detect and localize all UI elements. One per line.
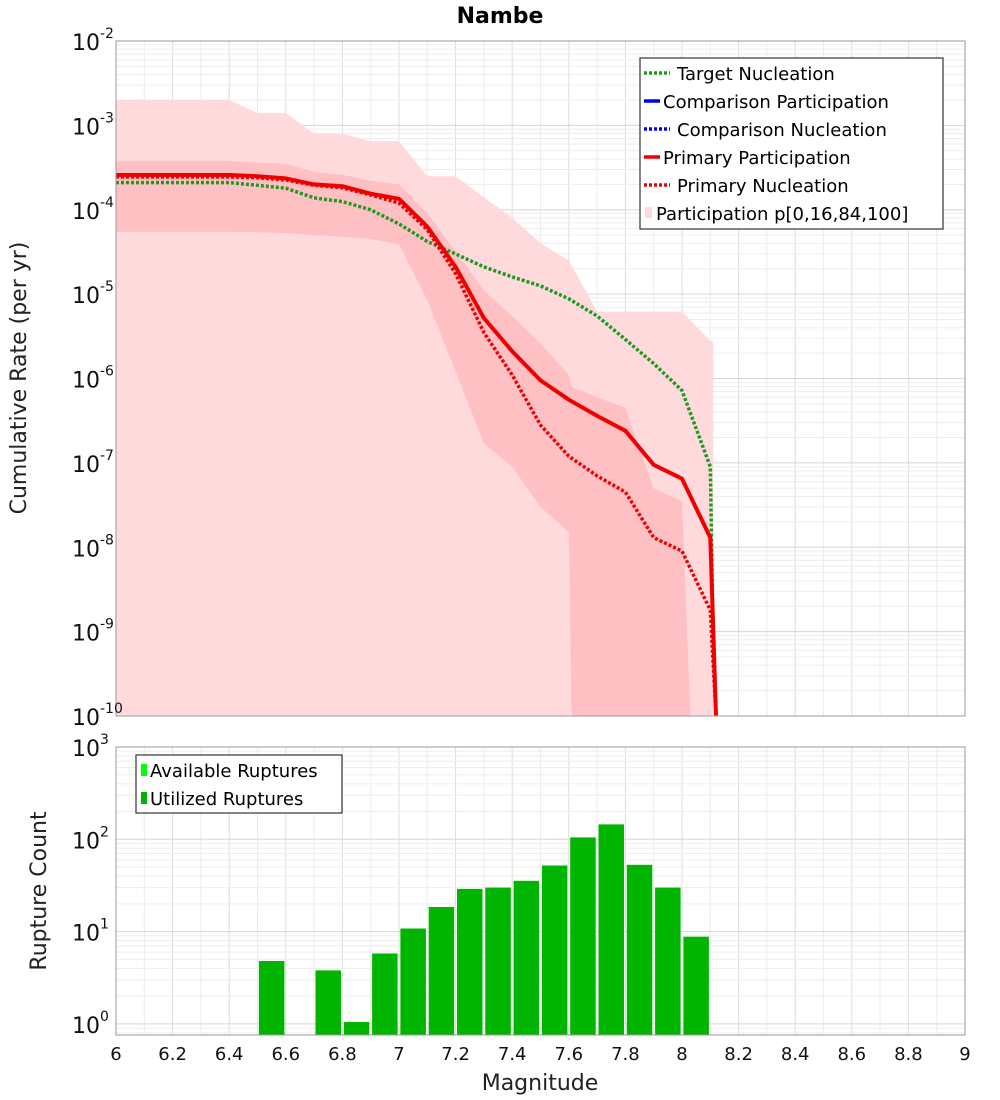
x-tick-label: 7: [393, 1044, 404, 1065]
x-ticks: 6 6.2 6.4 6.6 6.8 7 7.2 7.4 7.6 7.8 8 8.2 8.4 8.6 8.8 9: [110, 1044, 970, 1065]
x-tick-label: 6.2: [158, 1044, 187, 1065]
rupture-y-tick-label: 100: [72, 1009, 109, 1039]
bar-utilized-ruptures: [541, 865, 568, 1035]
rupture-legend: Available Ruptures Utilized Ruptures: [135, 754, 343, 814]
bar-utilized-ruptures: [343, 1022, 370, 1035]
legend-label-comparison-participation: Comparison Participation: [663, 92, 889, 113]
bar-utilized-ruptures: [400, 928, 426, 1035]
bar-utilized-ruptures: [513, 880, 540, 1035]
x-tick-label: 7.4: [498, 1044, 527, 1065]
rate-lines: [116, 173, 718, 716]
legend-label-comparison-nucleation: Comparison Nucleation: [677, 120, 887, 141]
rupture-y-tick-label: 102: [72, 824, 109, 854]
legend-label-primary-participation: Primary Participation: [663, 148, 851, 169]
rate-bands: [116, 100, 714, 716]
rate-y-tick-label: 10-2: [72, 26, 114, 56]
rate-y-tick-label: 10-7: [72, 448, 114, 478]
rate-y-tick-label: 10-8: [72, 532, 114, 562]
x-tick-label: 8.4: [781, 1044, 810, 1065]
x-tick-label: 6.4: [215, 1044, 244, 1065]
rupture-bars: [258, 824, 709, 1035]
x-tick-label: 6: [110, 1044, 121, 1065]
participation-band-p16-p84: [116, 160, 691, 716]
x-tick-label: 8.6: [837, 1044, 866, 1065]
rate-y-tick-label: 10-4: [72, 195, 114, 225]
rate-y-ticks: 10-2 10-3 10-4 10-5 10-6 10-7 10-8 10-9 10-10: [72, 26, 123, 731]
rate-y-tick-label: 10-6: [72, 364, 114, 394]
x-tick-label: 7.6: [554, 1044, 583, 1065]
rate-y-tick-label: 10-5: [72, 279, 114, 309]
bar-utilized-ruptures: [570, 837, 596, 1035]
bottom-y-axis-label: Rupture Count: [27, 811, 52, 971]
bar-utilized-ruptures: [372, 953, 398, 1035]
bar-utilized-ruptures: [315, 970, 341, 1035]
rate-y-tick-label: 10-9: [72, 617, 114, 647]
bar-utilized-ruptures: [626, 864, 653, 1035]
x-axis-label: Magnitude: [482, 1071, 599, 1096]
chart-title: Nambe: [457, 4, 544, 29]
legend-label-utilized-ruptures: Utilized Ruptures: [150, 789, 303, 810]
series-line-primary-nucleation: [116, 175, 718, 716]
legend-label-target-nucleation: Target Nucleation: [676, 64, 835, 85]
rupture-count-plot-area: 103 102 101 100 Available Ruptures Utilized…: [72, 732, 966, 1039]
rupture-y-ticks: 103 102 101 100: [72, 732, 109, 1039]
bar-utilized-ruptures: [598, 824, 624, 1035]
bar-utilized-ruptures: [485, 887, 511, 1035]
rate-legend: Target Nucleation Comparison Participati…: [639, 57, 944, 230]
rate-y-tick-label: 10-3: [72, 110, 114, 140]
bar-utilized-ruptures: [428, 907, 455, 1035]
legend-swatch-utilized-ruptures: [141, 792, 147, 804]
x-tick-label: 6.8: [328, 1044, 357, 1065]
rate-legend-box: [639, 57, 944, 230]
rate-plot-area: 10-2 10-3 10-4 10-5 10-6 10-7 10-8 10-9 10-10 Ta…: [72, 26, 966, 731]
rupture-plot-frame: [115, 746, 966, 1036]
rupture-y-tick-label: 103: [72, 732, 109, 762]
rate-plot-frame: [115, 40, 966, 717]
rupture-legend-box: [135, 754, 343, 814]
legend-label-primary-nucleation: Primary Nucleation: [677, 176, 849, 197]
x-tick-label: 6.6: [271, 1044, 300, 1065]
x-tick-label: 8: [676, 1044, 687, 1065]
x-tick-label: 9: [959, 1044, 970, 1065]
bar-utilized-ruptures: [258, 961, 285, 1035]
bar-utilized-ruptures: [457, 888, 483, 1035]
rupture-y-tick-label: 101: [72, 917, 109, 947]
rate-y-tick-label: 10-10: [72, 701, 123, 731]
legend-label-participation-band: Participation p[0,16,84,100]: [656, 204, 908, 225]
x-tick-label: 8.2: [724, 1044, 753, 1065]
legend-swatch-participation-band: [645, 207, 652, 218]
participation-band-p0-p100: [116, 100, 714, 716]
x-tick-label: 8.8: [894, 1044, 923, 1065]
legend-label-available-ruptures: Available Ruptures: [150, 761, 318, 782]
legend-swatch-available-ruptures: [141, 764, 147, 776]
bar-utilized-ruptures: [683, 936, 709, 1035]
top-y-axis-label: Cumulative Rate (per yr): [7, 242, 32, 515]
bar-utilized-ruptures: [655, 887, 681, 1035]
x-tick-label: 7.2: [441, 1044, 470, 1065]
x-tick-label: 7.8: [611, 1044, 640, 1065]
series-line-primary-participation: [116, 173, 718, 716]
